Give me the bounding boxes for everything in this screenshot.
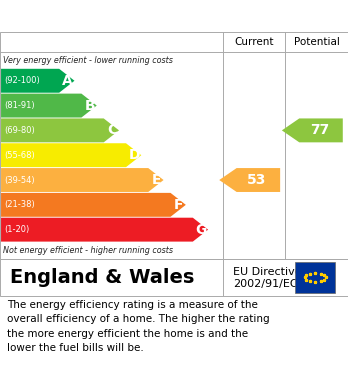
- Text: The energy efficiency rating is a measure of the
overall efficiency of a home. T: The energy efficiency rating is a measur…: [7, 300, 270, 353]
- Text: Energy Efficiency Rating: Energy Efficiency Rating: [10, 8, 239, 26]
- Text: D: D: [129, 148, 140, 162]
- Text: Not energy efficient - higher running costs: Not energy efficient - higher running co…: [3, 246, 174, 255]
- Text: B: B: [85, 99, 95, 113]
- Polygon shape: [282, 118, 343, 142]
- Text: (39-54): (39-54): [4, 176, 35, 185]
- Text: 77: 77: [310, 124, 329, 137]
- Text: (1-20): (1-20): [4, 225, 30, 234]
- Polygon shape: [1, 93, 97, 118]
- Text: (92-100): (92-100): [4, 76, 40, 85]
- Text: EU Directive: EU Directive: [233, 267, 302, 277]
- Polygon shape: [219, 168, 280, 192]
- Bar: [295, 262, 335, 293]
- Polygon shape: [1, 143, 141, 167]
- Text: (55-68): (55-68): [4, 151, 35, 160]
- Text: A: A: [62, 74, 73, 88]
- Text: England & Wales: England & Wales: [10, 268, 195, 287]
- Text: Very energy efficient - lower running costs: Very energy efficient - lower running co…: [3, 56, 173, 65]
- Polygon shape: [1, 69, 74, 93]
- Polygon shape: [1, 193, 186, 217]
- Polygon shape: [1, 168, 164, 192]
- Polygon shape: [1, 118, 119, 142]
- Text: C: C: [107, 124, 117, 137]
- Text: 2002/91/EC: 2002/91/EC: [233, 279, 298, 289]
- Text: G: G: [196, 222, 207, 237]
- Text: (69-80): (69-80): [4, 126, 35, 135]
- Text: Potential: Potential: [294, 37, 340, 47]
- Text: Current: Current: [234, 37, 274, 47]
- Polygon shape: [1, 218, 208, 242]
- Text: F: F: [174, 198, 184, 212]
- Text: 53: 53: [247, 173, 266, 187]
- Text: (21-38): (21-38): [4, 200, 35, 209]
- Text: E: E: [152, 173, 161, 187]
- Text: (81-91): (81-91): [4, 101, 35, 110]
